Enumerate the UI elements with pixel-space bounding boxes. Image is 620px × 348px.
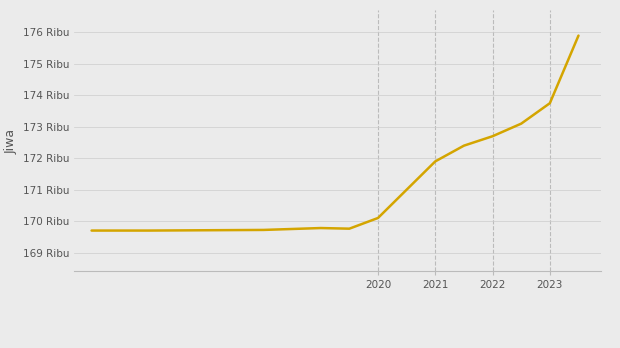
Kabupaten Nagan Raya bbox=[202, 228, 210, 232]
Kabupaten Nagan Raya bbox=[432, 159, 439, 164]
Kabupaten Nagan Raya bbox=[145, 229, 153, 233]
Kabupaten Nagan Raya bbox=[88, 229, 95, 233]
Kabupaten Nagan Raya bbox=[317, 226, 324, 230]
Kabupaten Nagan Raya bbox=[575, 33, 582, 38]
Y-axis label: Jiwa: Jiwa bbox=[4, 128, 17, 153]
Kabupaten Nagan Raya bbox=[518, 121, 525, 126]
Kabupaten Nagan Raya bbox=[403, 188, 410, 192]
Kabupaten Nagan Raya bbox=[546, 101, 554, 105]
Line: Kabupaten Nagan Raya: Kabupaten Nagan Raya bbox=[92, 35, 578, 231]
Kabupaten Nagan Raya bbox=[460, 144, 467, 148]
Kabupaten Nagan Raya bbox=[374, 216, 382, 220]
Kabupaten Nagan Raya bbox=[260, 228, 267, 232]
Kabupaten Nagan Raya bbox=[345, 227, 353, 231]
Kabupaten Nagan Raya bbox=[489, 134, 496, 138]
